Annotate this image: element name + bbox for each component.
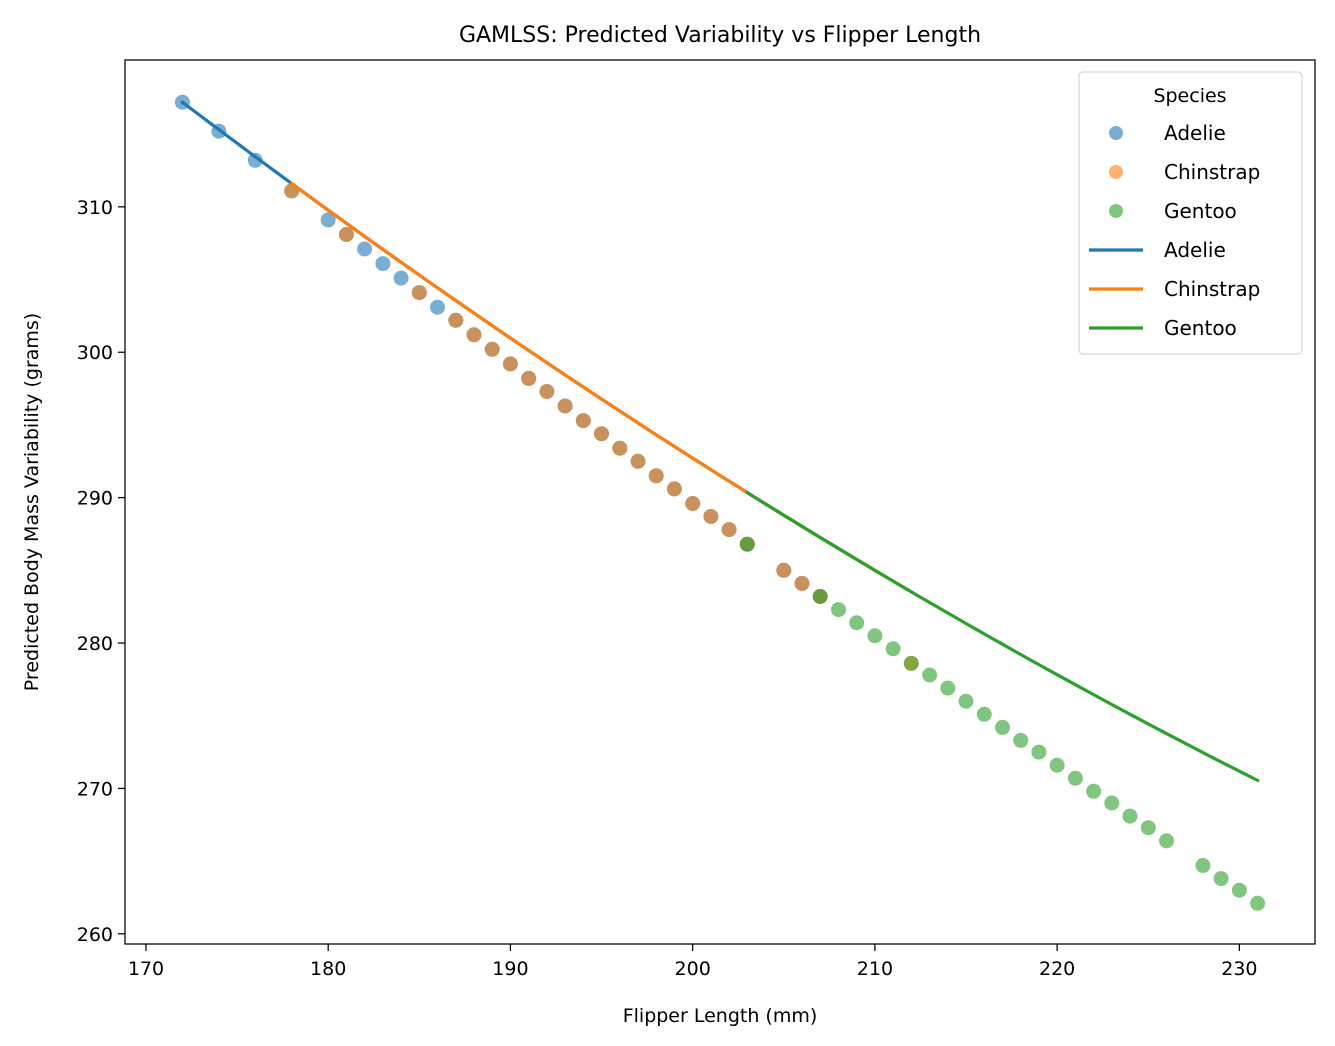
point-chinstrap-17 [703,509,719,524]
point-chinstrap-6 [502,356,518,372]
point-chinstrap-20 [776,562,792,578]
x-tick-label: 170 [128,958,164,980]
point-adelie-8 [393,270,409,286]
point-gentoo-9 [958,693,974,709]
legend: Species Adelie Chinstrap Gentoo Adelie Chins… [1078,71,1303,355]
point-gentoo-15 [1067,770,1083,786]
fit-line-gentoo [745,490,1260,783]
point-adelie-10 [430,299,445,315]
legend-label: Adelie [1164,238,1226,262]
point-gentoo-17 [1104,795,1120,811]
point-gentoo-6 [903,655,919,671]
legend-marker-adelie [1109,126,1123,140]
point-chinstrap-10 [575,413,591,429]
point-gentoo-16 [1086,783,1102,799]
point-gentoo-18 [1122,808,1138,824]
point-gentoo-2 [831,602,846,618]
point-chinstrap-4 [466,327,482,343]
legend-label: Chinstrap [1164,277,1260,301]
point-chinstrap-13 [630,453,646,469]
point-chinstrap-14 [648,468,664,484]
legend-label: Chinstrap [1164,160,1260,184]
point-adelie-4 [320,212,336,228]
point-gentoo-22 [1213,871,1229,887]
y-tick-label: 300 [77,342,113,364]
point-gentoo-24 [1250,895,1266,911]
point-gentoo-14 [1049,757,1065,773]
point-gentoo-21 [1195,858,1211,873]
axis-ticks: 170 180 190 200 210 220 230 260 270 280 290 300 310 [77,197,1258,980]
plot-area [174,94,1266,911]
legend-label: Gentoo [1164,316,1237,340]
legend-label: Adelie [1164,121,1226,145]
point-gentoo-8 [940,680,956,696]
x-tick-label: 220 [1039,958,1075,980]
point-gentoo-0 [739,536,755,552]
x-tick-label: 200 [675,958,711,980]
x-tick-label: 180 [310,958,346,980]
legend-marker-chinstrap [1109,165,1123,179]
x-tick-label: 210 [857,958,893,980]
legend-frame [1078,71,1303,355]
point-chinstrap-9 [557,398,573,414]
y-tick-label: 290 [77,488,113,510]
point-gentoo-11 [995,719,1010,735]
y-axis-label: Predicted Body Mass Variability (grams) [21,313,43,691]
axes-frame [124,59,1316,945]
point-chinstrap-1 [338,227,354,242]
point-chinstrap-16 [685,496,701,511]
y-tick-label: 280 [77,633,113,655]
point-gentoo-1 [812,589,828,604]
point-gentoo-5 [885,641,901,657]
legend-marker-gentoo [1109,204,1123,218]
point-gentoo-19 [1140,820,1156,836]
point-gentoo-12 [1013,732,1029,748]
legend-title: Species [1153,85,1226,107]
point-adelie-2 [247,152,263,168]
point-chinstrap-12 [612,440,628,456]
point-gentoo-23 [1231,882,1247,898]
legend-label: Gentoo [1164,199,1237,223]
x-tick-label: 230 [1221,958,1257,980]
point-chinstrap-7 [521,370,537,386]
point-chinstrap-2 [411,285,427,301]
y-tick-label: 260 [77,924,113,946]
chart-title: GAMLSS: Predicted Variability vs Flipper… [459,23,981,48]
y-tick-label: 310 [77,197,113,219]
x-tick-label: 190 [492,958,528,980]
legend-entries: Adelie Chinstrap Gentoo Adelie Chinstrap Gent… [1089,121,1260,340]
y-tick-label: 270 [77,778,113,800]
point-gentoo-3 [849,615,865,631]
point-chinstrap-8 [539,384,555,399]
point-chinstrap-18 [721,522,737,538]
point-chinstrap-21 [794,575,810,591]
point-gentoo-10 [976,706,992,722]
point-gentoo-7 [922,667,938,683]
point-chinstrap-15 [666,481,682,497]
point-adelie-6 [357,241,373,257]
x-axis-label: Flipper Length (mm) [623,1005,818,1027]
point-gentoo-4 [867,628,883,644]
point-chinstrap-11 [594,426,609,442]
point-chinstrap-5 [484,341,500,357]
point-gentoo-20 [1159,833,1174,849]
point-chinstrap-3 [448,312,464,328]
point-adelie-7 [375,256,391,272]
point-gentoo-13 [1031,744,1047,760]
